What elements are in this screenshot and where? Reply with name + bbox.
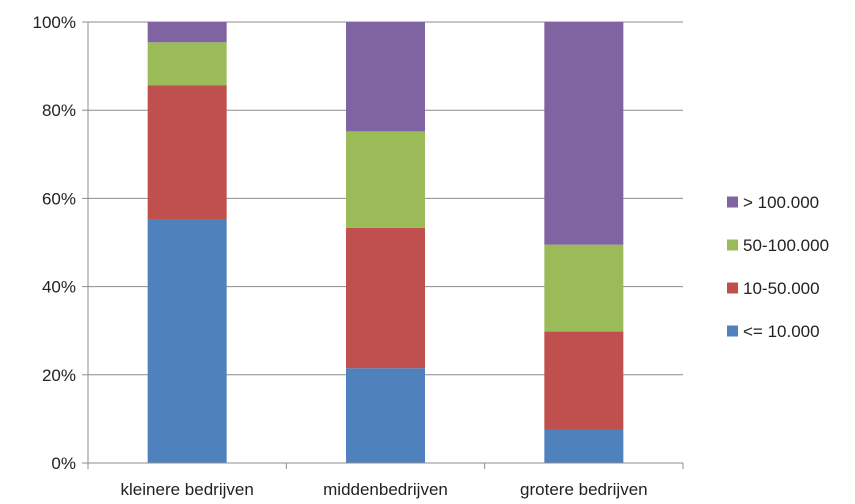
bar-segment [346, 227, 425, 369]
y-tick-label: 20% [42, 366, 76, 385]
bar-segment [544, 429, 624, 463]
y-tick-label: 100% [33, 13, 76, 32]
y-tick-label: 60% [42, 189, 76, 208]
legend-label: 50-100.000 [743, 236, 829, 255]
legend-label: <= 10.000 [743, 322, 820, 341]
axes [87, 22, 683, 464]
legend-swatch [727, 196, 738, 208]
y-tick-label: 80% [42, 101, 76, 120]
bar-segment [147, 42, 227, 86]
bar-segment [346, 131, 425, 228]
x-tick-label: kleinere bedrijven [121, 480, 254, 499]
bar-segment [147, 219, 227, 463]
legend-label: 10-50.000 [743, 279, 820, 298]
bar-segment [346, 22, 425, 132]
bar-segment [544, 22, 624, 245]
bar-stacks [147, 22, 624, 463]
legend-swatch [727, 239, 738, 251]
y-tick-label: 40% [42, 278, 76, 297]
x-tick-label: grotere bedrijven [520, 480, 648, 499]
legend-label: > 100.000 [743, 193, 819, 212]
legend-swatch [727, 282, 738, 294]
y-tick-label: 0% [51, 454, 76, 473]
legend: > 100.000 50-100.000 10-50.000 <= 10.000 [727, 193, 829, 341]
x-axis-ticks: kleinere bedrijven middenbedrijven grotere… [87, 463, 684, 499]
bar-segment [346, 368, 425, 463]
bar-segment [147, 22, 227, 43]
y-axis-ticks: 0% 20% 40% 60% 80% 100% [33, 13, 88, 473]
legend-swatch [727, 325, 738, 337]
bar-segment [544, 331, 624, 430]
bar-segment [544, 244, 624, 332]
bar-segment [147, 85, 227, 220]
x-tick-label: middenbedrijven [323, 480, 448, 499]
